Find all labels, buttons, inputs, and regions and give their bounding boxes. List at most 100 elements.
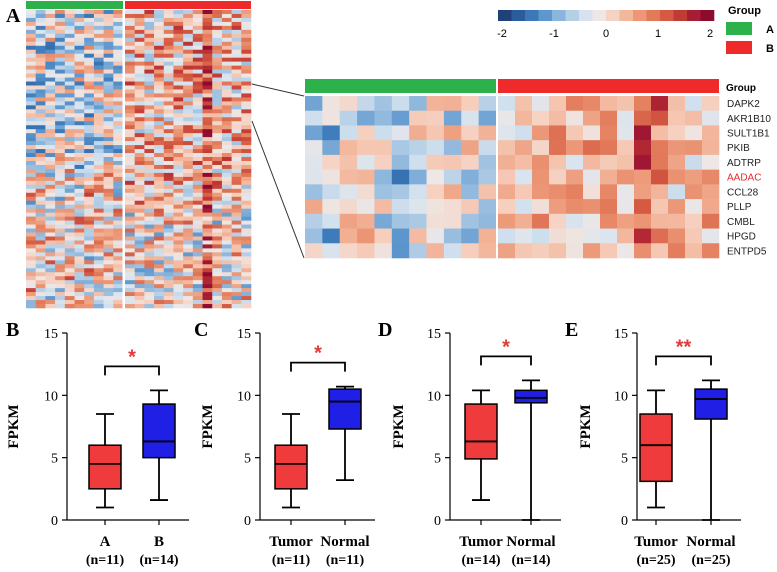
main-heatmap-cell — [241, 85, 252, 90]
main-heatmap-cell — [35, 304, 46, 309]
gene-label: PLLP — [727, 202, 752, 213]
main-heatmap-cell — [163, 256, 174, 261]
color-scale: -2 -1 0 1 2 — [497, 10, 715, 40]
main-heatmap-cell — [35, 57, 46, 62]
main-heatmap-cell — [144, 117, 155, 122]
main-heatmap-cell — [55, 240, 66, 245]
main-heatmap-cell — [93, 228, 104, 233]
main-heatmap-cell — [183, 216, 194, 221]
main-heatmap-cell — [163, 153, 174, 158]
main-heatmap-cell — [55, 29, 66, 35]
main-heatmap-cell — [231, 188, 242, 194]
main-heatmap-cell — [113, 133, 124, 138]
main-heatmap-cell — [35, 109, 46, 114]
main-heatmap-cell — [55, 97, 66, 102]
main-heatmap-cell — [125, 85, 135, 90]
main-heatmap-cell — [241, 45, 252, 51]
main-heatmap-cell — [183, 121, 194, 126]
main-heatmap-cell — [26, 304, 36, 309]
main-heatmap-cell — [55, 121, 66, 126]
main-heatmap-cell — [163, 200, 174, 205]
main-heatmap-cell — [113, 264, 124, 269]
main-heatmap-cell — [241, 41, 252, 47]
main-heatmap-cell — [212, 164, 223, 170]
main-heatmap-cell — [163, 137, 174, 142]
main-heatmap-cell — [154, 157, 165, 162]
main-heatmap-cell — [154, 29, 165, 35]
main-heatmap-cell — [202, 49, 213, 54]
main-heatmap-cell — [134, 157, 145, 162]
zoom-heatmap-cell — [357, 125, 375, 141]
main-heatmap-cell — [154, 57, 165, 62]
main-heatmap-cell — [35, 33, 46, 39]
main-heatmap-cell — [163, 29, 174, 35]
main-heatmap-cell — [45, 25, 56, 31]
box-body — [639, 413, 673, 483]
main-heatmap-cell — [231, 268, 242, 273]
main-heatmap-cell — [113, 292, 124, 297]
main-heatmap-cell — [35, 176, 46, 182]
main-heatmap-cell — [134, 89, 145, 94]
main-heatmap-cell — [173, 121, 184, 126]
zoom-heatmap-cell — [617, 213, 635, 229]
main-heatmap-cell — [64, 37, 75, 43]
main-heatmap-cell — [55, 85, 66, 90]
zoom-heatmap-cell — [357, 169, 375, 185]
main-heatmap-cell — [125, 244, 135, 249]
main-heatmap-cell — [163, 244, 174, 249]
main-heatmap-cell — [45, 13, 56, 19]
main-heatmap-cell — [144, 137, 155, 142]
main-heatmap-cell — [26, 192, 36, 198]
main-heatmap-cell — [113, 77, 124, 82]
main-heatmap-cell — [241, 137, 252, 142]
main-heatmap-cell — [144, 61, 155, 66]
main-heatmap-cell — [26, 260, 36, 265]
main-heatmap-cell — [113, 109, 124, 114]
main-heatmap-cell — [103, 228, 114, 233]
main-heatmap-cell — [84, 276, 95, 281]
zoom-heatmap-cell — [549, 184, 567, 200]
main-heatmap-cell — [74, 133, 85, 138]
main-heatmap-cell — [74, 145, 85, 150]
main-heatmap-cell — [113, 304, 124, 309]
main-heatmap-cell — [113, 248, 124, 253]
main-heatmap-cell — [55, 232, 66, 237]
main-heatmap-cell — [113, 200, 124, 205]
main-heatmap-cell — [163, 85, 174, 90]
color-scale-segment — [619, 10, 634, 21]
zoom-heatmap-cell — [668, 140, 686, 156]
main-heatmap-cell — [55, 200, 66, 205]
main-heatmap-cell — [163, 192, 174, 198]
zoom-heatmap-cell — [478, 228, 497, 244]
main-heatmap-cell — [241, 300, 252, 305]
main-heatmap-cell — [93, 10, 104, 15]
main-heatmap-cell — [221, 164, 232, 170]
main-heatmap-cell — [84, 164, 95, 170]
main-heatmap-cell — [192, 33, 203, 39]
main-heatmap-cell — [221, 17, 232, 23]
main-heatmap-cell — [93, 89, 104, 94]
main-heatmap-cell — [64, 304, 75, 309]
main-heatmap-cell — [74, 296, 85, 301]
main-heatmap-cell — [55, 284, 66, 289]
main-heatmap-cell — [221, 89, 232, 94]
main-heatmap-cell — [144, 69, 155, 74]
panel-letter-b: B — [6, 319, 19, 341]
main-heatmap-cell — [163, 288, 174, 293]
zoom-heatmap-cell — [426, 213, 445, 229]
main-heatmap-cell — [125, 232, 135, 237]
main-heatmap-cell — [212, 172, 223, 178]
zoom-heatmap-cell — [322, 140, 341, 156]
main-heatmap-cell — [55, 137, 66, 142]
main-heatmap-cell — [26, 216, 36, 221]
main-heatmap-cell — [26, 69, 36, 74]
zoom-heatmap-cell — [600, 243, 618, 259]
main-heatmap-cell — [212, 248, 223, 253]
main-heatmap-cell — [212, 141, 223, 146]
main-heatmap-cell — [183, 224, 194, 229]
main-heatmap-cell — [144, 153, 155, 158]
main-heatmap-cell — [163, 105, 174, 110]
main-heatmap-cell — [192, 168, 203, 174]
main-heatmap-cell — [93, 236, 104, 241]
main-heatmap-cell — [45, 45, 56, 51]
